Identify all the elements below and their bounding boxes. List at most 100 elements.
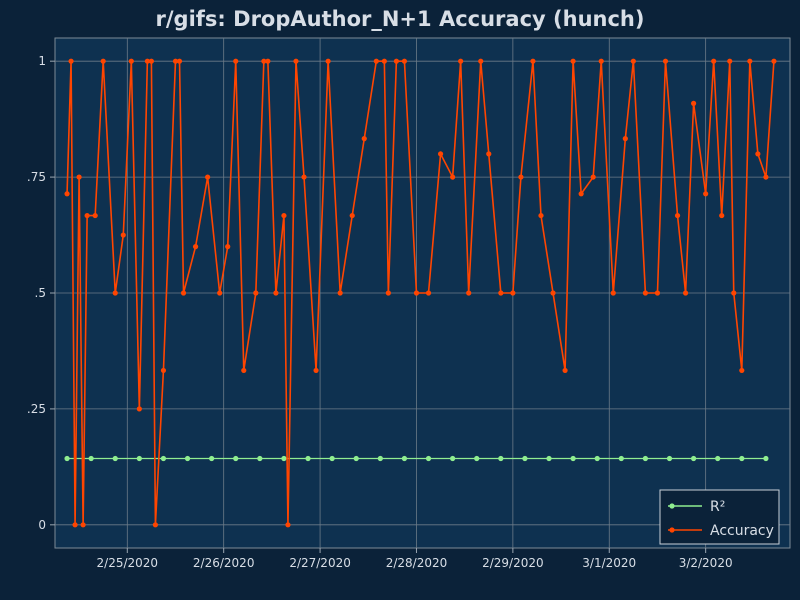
- y-axis: 0 .25 .5 .75 1: [27, 54, 55, 532]
- data-point: [305, 455, 311, 462]
- data-point: [530, 58, 536, 64]
- series-r2: [64, 455, 769, 462]
- data-point: [112, 455, 118, 462]
- data-point: [763, 174, 769, 180]
- legend-box: [659, 489, 780, 545]
- data-point: [377, 455, 383, 462]
- data-point: [691, 455, 697, 462]
- data-point: [691, 100, 697, 106]
- data-point: [76, 174, 82, 180]
- data-point: [727, 58, 733, 64]
- data-point: [313, 367, 319, 374]
- data-point: [538, 212, 544, 219]
- data-point: [739, 367, 745, 374]
- data-point: [192, 244, 199, 250]
- data-point: [747, 58, 753, 64]
- data-point: [233, 455, 239, 462]
- data-point: [253, 290, 259, 296]
- data-point: [755, 151, 761, 157]
- data-point: [763, 455, 769, 462]
- data-point: [205, 174, 211, 180]
- data-point: [209, 455, 215, 462]
- data-point: [136, 406, 142, 412]
- data-point: [719, 212, 725, 219]
- legend-label: R²: [710, 499, 725, 515]
- data-point: [64, 191, 70, 197]
- data-point: [349, 212, 355, 219]
- data-point: [172, 58, 179, 64]
- series-accuracy: [64, 58, 777, 528]
- data-point: [373, 58, 379, 64]
- data-point: [257, 455, 263, 462]
- data-point: [413, 290, 420, 296]
- legend-marker: [669, 527, 675, 533]
- y-tick-label: .75: [27, 170, 46, 184]
- data-point: [546, 455, 552, 462]
- legend: R² Accuracy: [659, 489, 780, 545]
- x-tick-label: 3/2/2020: [679, 556, 733, 570]
- data-point: [329, 455, 335, 462]
- data-point: [261, 58, 267, 64]
- data-point: [450, 455, 456, 462]
- data-point: [385, 290, 391, 296]
- data-point: [662, 58, 669, 64]
- data-point: [703, 191, 709, 197]
- data-point: [401, 58, 408, 64]
- data-point: [450, 174, 456, 180]
- data-point: [84, 212, 90, 219]
- data-point: [622, 136, 628, 142]
- data-point: [715, 455, 721, 462]
- data-point: [88, 455, 94, 462]
- data-point: [598, 58, 604, 64]
- data-point: [152, 522, 159, 528]
- x-tick-label: 2/26/2020: [193, 556, 255, 570]
- data-point: [265, 58, 271, 64]
- data-point: [425, 455, 432, 462]
- data-point: [148, 58, 154, 64]
- data-point: [498, 455, 504, 462]
- data-point: [281, 455, 287, 462]
- data-point: [486, 151, 492, 157]
- data-point: [136, 455, 142, 462]
- data-point: [241, 367, 247, 374]
- y-tick-label: .25: [27, 402, 46, 416]
- data-point: [578, 191, 584, 197]
- x-axis: 2/25/2020 2/26/2020 2/27/2020 2/28/2020 2/29…: [97, 548, 733, 570]
- data-point: [112, 290, 118, 296]
- data-point: [474, 455, 480, 462]
- data-point: [92, 212, 98, 219]
- data-point: [393, 58, 399, 64]
- data-point: [381, 58, 387, 64]
- data-point: [739, 455, 745, 462]
- data-point: [590, 174, 596, 180]
- legend-label: Accuracy: [710, 523, 774, 539]
- data-point: [562, 367, 568, 374]
- data-point: [458, 58, 464, 64]
- data-point: [301, 174, 307, 180]
- data-point: [128, 58, 134, 64]
- data-point: [731, 290, 737, 296]
- data-point: [160, 455, 167, 462]
- y-tick-label: 1: [38, 54, 46, 68]
- data-point: [466, 290, 472, 296]
- data-point: [654, 290, 661, 296]
- data-point: [68, 58, 74, 64]
- data-point: [176, 58, 183, 64]
- data-point: [233, 58, 239, 64]
- chart-title: r/gifs: DropAuthor_N+1 Accuracy (hunch): [156, 7, 645, 31]
- data-point: [160, 367, 167, 374]
- data-point: [64, 455, 70, 462]
- data-point: [711, 58, 717, 64]
- data-point: [437, 151, 444, 157]
- data-point: [225, 244, 231, 250]
- data-point: [184, 455, 191, 462]
- data-point: [570, 58, 576, 64]
- data-point: [72, 522, 78, 528]
- data-point: [273, 290, 279, 296]
- data-point: [498, 290, 504, 296]
- data-point: [594, 455, 600, 462]
- y-tick-label: 0: [38, 518, 46, 532]
- data-point: [570, 455, 576, 462]
- data-point: [642, 455, 649, 462]
